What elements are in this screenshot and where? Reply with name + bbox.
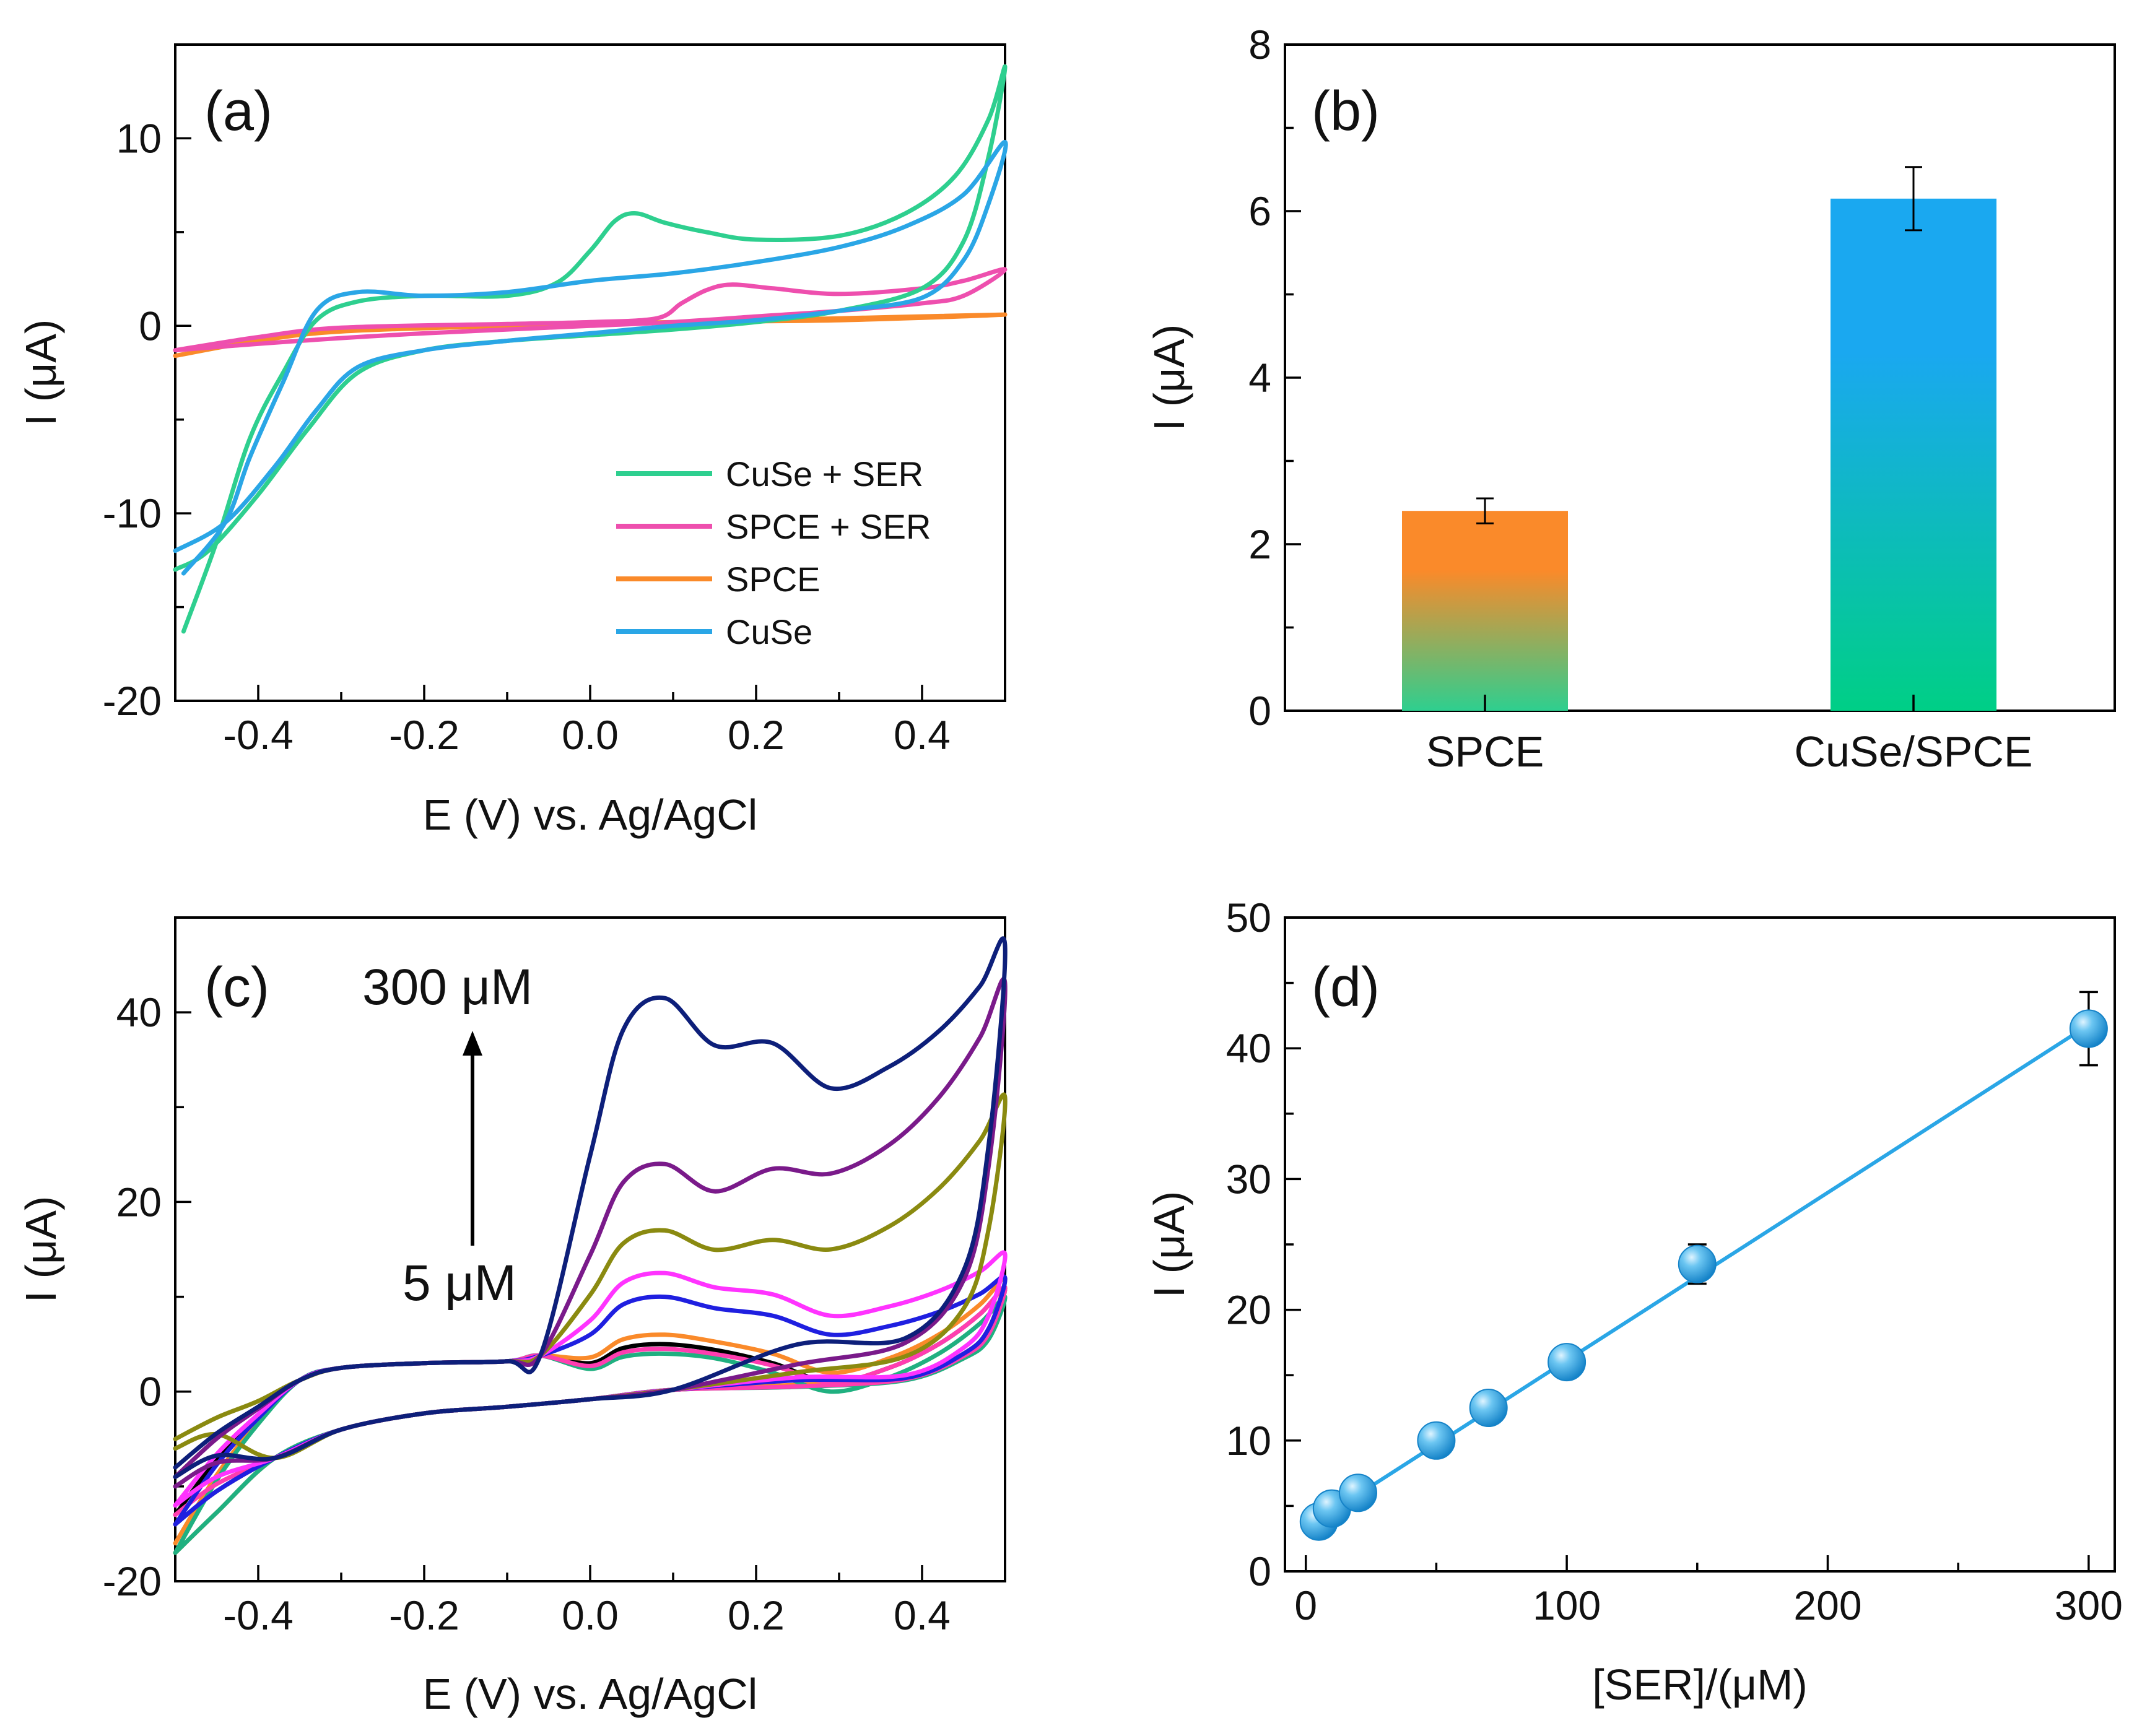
cv-curve-cuse (173, 139, 1008, 576)
x-tick-label: 0.4 (894, 712, 951, 758)
legend-label: SPCE + SER (726, 507, 931, 546)
cv-curve-spce (173, 312, 1008, 358)
y-tick-label: 0 (139, 303, 162, 349)
data-point (2069, 1009, 2108, 1048)
y-tick-label: 8 (1248, 22, 1271, 67)
annotation-5uM: 5 μM (403, 1255, 516, 1311)
panel-b: (b) 0 2 4 6 8 SPCE CuSe/SPCE I (μA) (1145, 22, 2116, 776)
y-tick-label: 20 (1226, 1287, 1271, 1333)
panel-a-ticks: -0.4 -0.2 0.0 0.2 0.4 -20 -10 0 10 (103, 115, 1006, 758)
panel-b-ylabel: I (μA) (1145, 324, 1193, 432)
panel-b-ticks: 0 2 4 6 8 (1248, 22, 1301, 734)
x-tick-label: 0.2 (728, 1592, 785, 1638)
y-tick-label: 50 (1226, 895, 1271, 940)
panel-a-frame (174, 43, 1006, 702)
panel-a-curves (173, 64, 1008, 634)
data-point (1548, 1343, 1587, 1382)
y-tick-label: 2 (1248, 521, 1271, 567)
cv-curve (173, 936, 1008, 1479)
panel-d-plot (1299, 991, 2108, 1541)
y-tick-label: 10 (1226, 1418, 1271, 1464)
x-tick-label: 200 (1793, 1582, 1861, 1628)
y-tick-label: -20 (103, 678, 162, 724)
legend-label: SPCE (726, 560, 821, 599)
panel-d: (d) 0 100 200 300 0 10 20 30 40 50 [SER]/(μM) I (… (1145, 895, 2123, 1709)
panel-c-frame (174, 916, 1006, 1582)
data-point (1469, 1389, 1508, 1427)
y-tick-label: 0 (1248, 1548, 1271, 1594)
x-tick-label: -0.2 (389, 712, 459, 758)
legend-label: CuSe (726, 612, 812, 651)
x-tick-label: 300 (2055, 1582, 2123, 1628)
y-tick-label: 10 (116, 115, 162, 161)
panel-c-ylabel: I (μA) (17, 1196, 65, 1303)
x-tick-label: 0.2 (728, 712, 785, 758)
panel-c-ticks: -0.4 -0.2 0.0 0.2 0.4 -20 0 20 40 (103, 989, 1006, 1638)
y-tick-label: -10 (103, 490, 162, 536)
panel-b-bars: SPCE CuSe/SPCE (1402, 166, 2033, 776)
y-tick-label: 6 (1248, 188, 1271, 234)
bar-category-label: SPCE (1426, 727, 1544, 776)
panel-c-label: (c) (204, 957, 269, 1018)
panel-d-ticks: 0 100 200 300 0 10 20 30 40 50 (1226, 895, 2123, 1628)
panel-d-xlabel: [SER]/(μM) (1592, 1660, 1808, 1709)
y-tick-label: 4 (1248, 355, 1271, 401)
x-tick-label: 0.0 (562, 1592, 619, 1638)
increase-arrow-head (463, 1031, 482, 1056)
x-tick-label: 0 (1294, 1582, 1317, 1628)
x-tick-label: -0.4 (223, 1592, 294, 1638)
cv-curve-cuse-ser (173, 64, 1008, 634)
legend-label: CuSe + SER (726, 454, 923, 493)
panel-d-label: (d) (1312, 957, 1380, 1018)
panel-c-xlabel: E (V) vs. Ag/AgCl (423, 1670, 758, 1718)
y-tick-label: 20 (116, 1179, 162, 1225)
x-tick-label: -0.2 (389, 1592, 459, 1638)
annotation-300uM: 300 μM (362, 959, 533, 1015)
cv-curve-spce-ser (173, 267, 1008, 353)
y-tick-label: 40 (1226, 1025, 1271, 1071)
x-tick-label: 0.4 (894, 1592, 951, 1638)
data-point (1678, 1244, 1717, 1283)
panel-a-legend: CuSe + SER SPCE + SER SPCE CuSe (616, 454, 931, 651)
panel-a-label: (a) (204, 80, 272, 142)
panel-b-label: (b) (1312, 80, 1380, 142)
y-tick-label: 0 (139, 1369, 162, 1415)
x-tick-label: -0.4 (223, 712, 294, 758)
bar-cuse-spce (1831, 198, 1996, 711)
panel-d-ylabel: I (μA) (1145, 1191, 1193, 1298)
y-tick-label: 30 (1226, 1156, 1271, 1202)
panel-c-curves (173, 936, 1008, 1555)
bar-category-label: CuSe/SPCE (1794, 727, 2032, 776)
y-tick-label: 40 (116, 989, 162, 1035)
data-point (1417, 1421, 1456, 1460)
x-tick-label: 100 (1533, 1582, 1601, 1628)
bar-spce (1402, 511, 1568, 711)
x-tick-label: 0.0 (562, 712, 619, 758)
panel-a-ylabel: I (μA) (17, 319, 65, 427)
panel-c: (c) -0.4 -0.2 0.0 0.2 0.4 -20 0 20 40 300 μM 5 μ… (17, 916, 1008, 1718)
panel-a: (a) -0.4 -0.2 0.0 0.2 0.4 -20 -10 0 10 CuSe + SE… (17, 43, 1008, 839)
data-point (1338, 1473, 1377, 1512)
panel-a-xlabel: E (V) vs. Ag/AgCl (423, 791, 758, 839)
y-tick-label: 0 (1248, 688, 1271, 734)
y-tick-label: -20 (103, 1558, 162, 1604)
